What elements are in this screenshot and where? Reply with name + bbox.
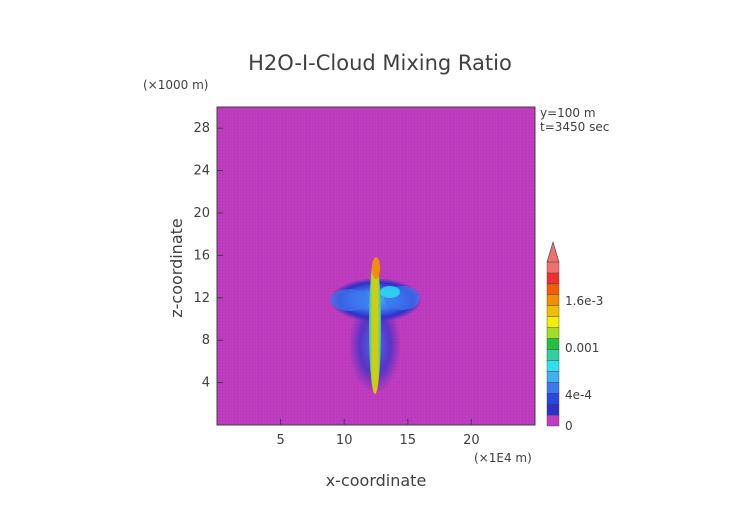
colorbar-segment [546,327,560,339]
anvil-highlight [380,286,400,298]
colorbar-segment [546,382,560,394]
x-tick-label: 20 [463,433,480,448]
colorbar-segment [546,272,560,285]
colorbar-segment [546,316,560,328]
anvil-wing-left [330,289,370,311]
y-axis-label: z-coordinate [167,218,186,318]
updraft-peak [372,257,380,279]
colorbar-segment [546,349,560,361]
colorbar-tick-label: 0.001 [565,341,599,355]
updraft-column [369,258,381,394]
colorbar-segment [546,338,560,350]
colorbar-segment [546,294,560,306]
colorbar-segment [546,305,560,317]
x-tick-label: 5 [276,433,284,448]
colorbar: 0 4e-4 0.001 1.6e-3 [546,240,603,433]
colorbar-segment [546,414,560,427]
colorbar-segment [546,283,560,296]
y-tick-label: 24 [193,164,210,179]
y-tick-label: 16 [193,248,210,263]
colorbar-segment [546,393,560,405]
y-tick-label: 20 [193,206,210,221]
plot-frame [216,106,536,426]
x-tick-label: 10 [336,433,353,448]
y-tick-label: 12 [193,291,210,306]
chart-title: H2O-I-Cloud Mixing Ratio [248,51,512,75]
y-tick-label: 8 [202,333,210,348]
annotation-y: y=100 m [540,106,596,120]
plot-area [216,106,536,426]
x-axis-ticks: 5 10 15 20 [276,419,480,448]
y-tick-label: 28 [193,121,210,136]
colorbar-segment [546,360,560,372]
colorbar-segment [546,403,560,416]
colorbar-segment [546,371,560,383]
x-axis-label: x-coordinate [326,471,427,490]
y-tick-label: 4 [202,376,210,391]
x-unit-label: (×1E4 m) [474,451,532,465]
colorbar-overflow-arrow [546,240,560,263]
colorbar-tick-label: 1.6e-3 [565,294,603,308]
colorbar-segment [546,261,560,274]
annotation-t: t=3450 sec [540,120,609,134]
colorbar-tick-label: 4e-4 [565,388,592,402]
x-tick-label: 15 [400,433,417,448]
colorbar-tick-label: 0 [565,419,573,433]
y-axis-ticks: 4 8 12 16 20 24 28 [193,121,223,391]
y-unit-label: (×1000 m) [143,78,208,92]
